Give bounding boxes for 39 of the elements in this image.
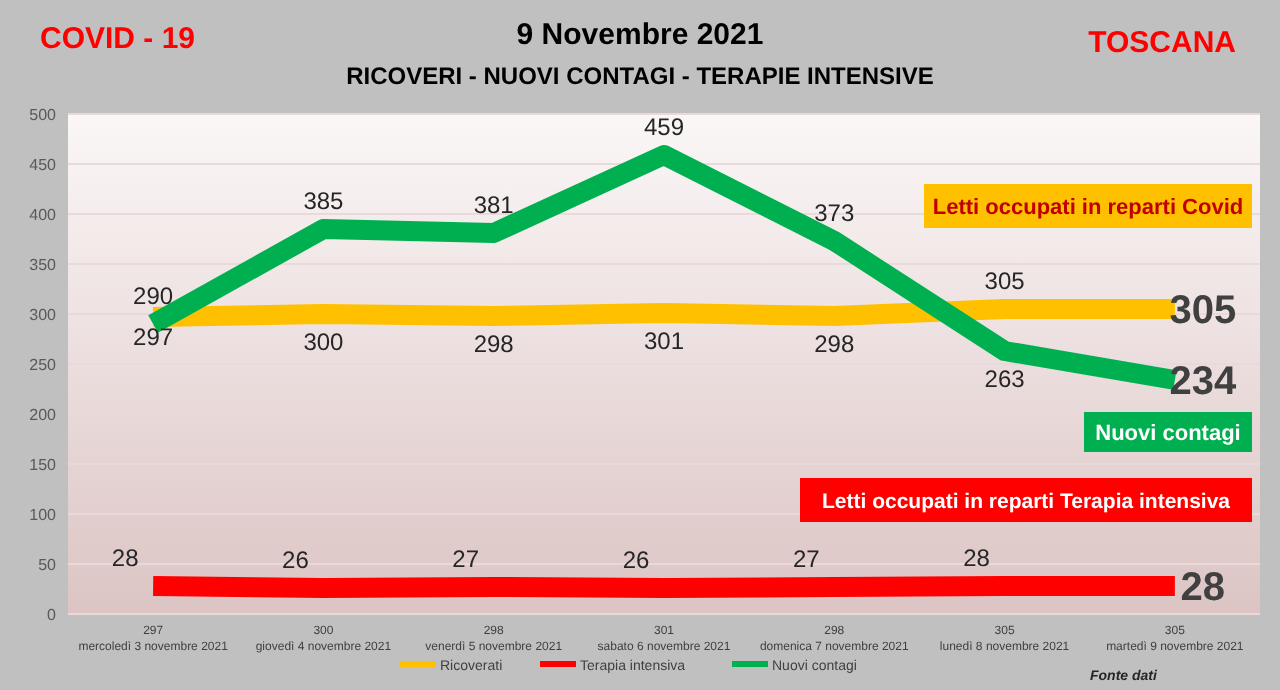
chart-title: 9 Novembre 2021: [516, 18, 764, 52]
y-tick-label: 400: [29, 206, 58, 224]
data-label: 290: [133, 282, 174, 310]
data-label: 297: [133, 323, 174, 351]
y-tick-label: 100: [29, 506, 58, 524]
y-tick-label: 450: [29, 156, 58, 174]
data-label: 28: [963, 544, 991, 572]
data-label: 27: [792, 545, 821, 573]
annotation: Nuovi contagi: [1095, 422, 1241, 446]
data-label: 298: [814, 330, 855, 358]
data-label: 27: [452, 545, 480, 573]
text: TOSCANA: [1088, 26, 1237, 60]
annotation: Letti occupati in reparti Covid: [932, 196, 1244, 220]
y-tick-label: 500: [29, 106, 58, 124]
data-label: 305: [1169, 289, 1237, 333]
data-label: 28: [1180, 566, 1226, 610]
data-label: 26: [622, 546, 650, 574]
data-label: 301: [643, 327, 685, 355]
y-tick-label: 0: [47, 606, 58, 624]
data-label: 234: [1169, 360, 1238, 404]
data-label: 459: [643, 113, 685, 141]
y-tick-label: 250: [29, 356, 58, 374]
text: COVID - 19: [40, 22, 196, 56]
annotation: Letti occupati in reparti Terapia intensiva: [821, 490, 1231, 514]
data-label: 298: [473, 330, 515, 358]
y-tick-label: 50: [38, 556, 58, 574]
y-tick-label: 350: [29, 256, 58, 274]
data-label: 385: [303, 187, 345, 215]
data-label: 373: [814, 199, 855, 227]
y-tick-label: 300: [29, 306, 58, 324]
data-label: 28: [111, 544, 140, 572]
data-label: 26: [282, 546, 310, 574]
y-tick-label: 200: [29, 406, 58, 424]
data-label: 305: [984, 267, 1026, 295]
y-tick-label: 150: [29, 456, 58, 474]
data-label: 263: [984, 365, 1026, 393]
chart-subtitle: RICOVERI - NUOVI CONTAGI - TERAPIE INTENSIVE: [346, 62, 934, 90]
data-label: 381: [473, 191, 515, 219]
data-label: 300: [303, 328, 345, 356]
